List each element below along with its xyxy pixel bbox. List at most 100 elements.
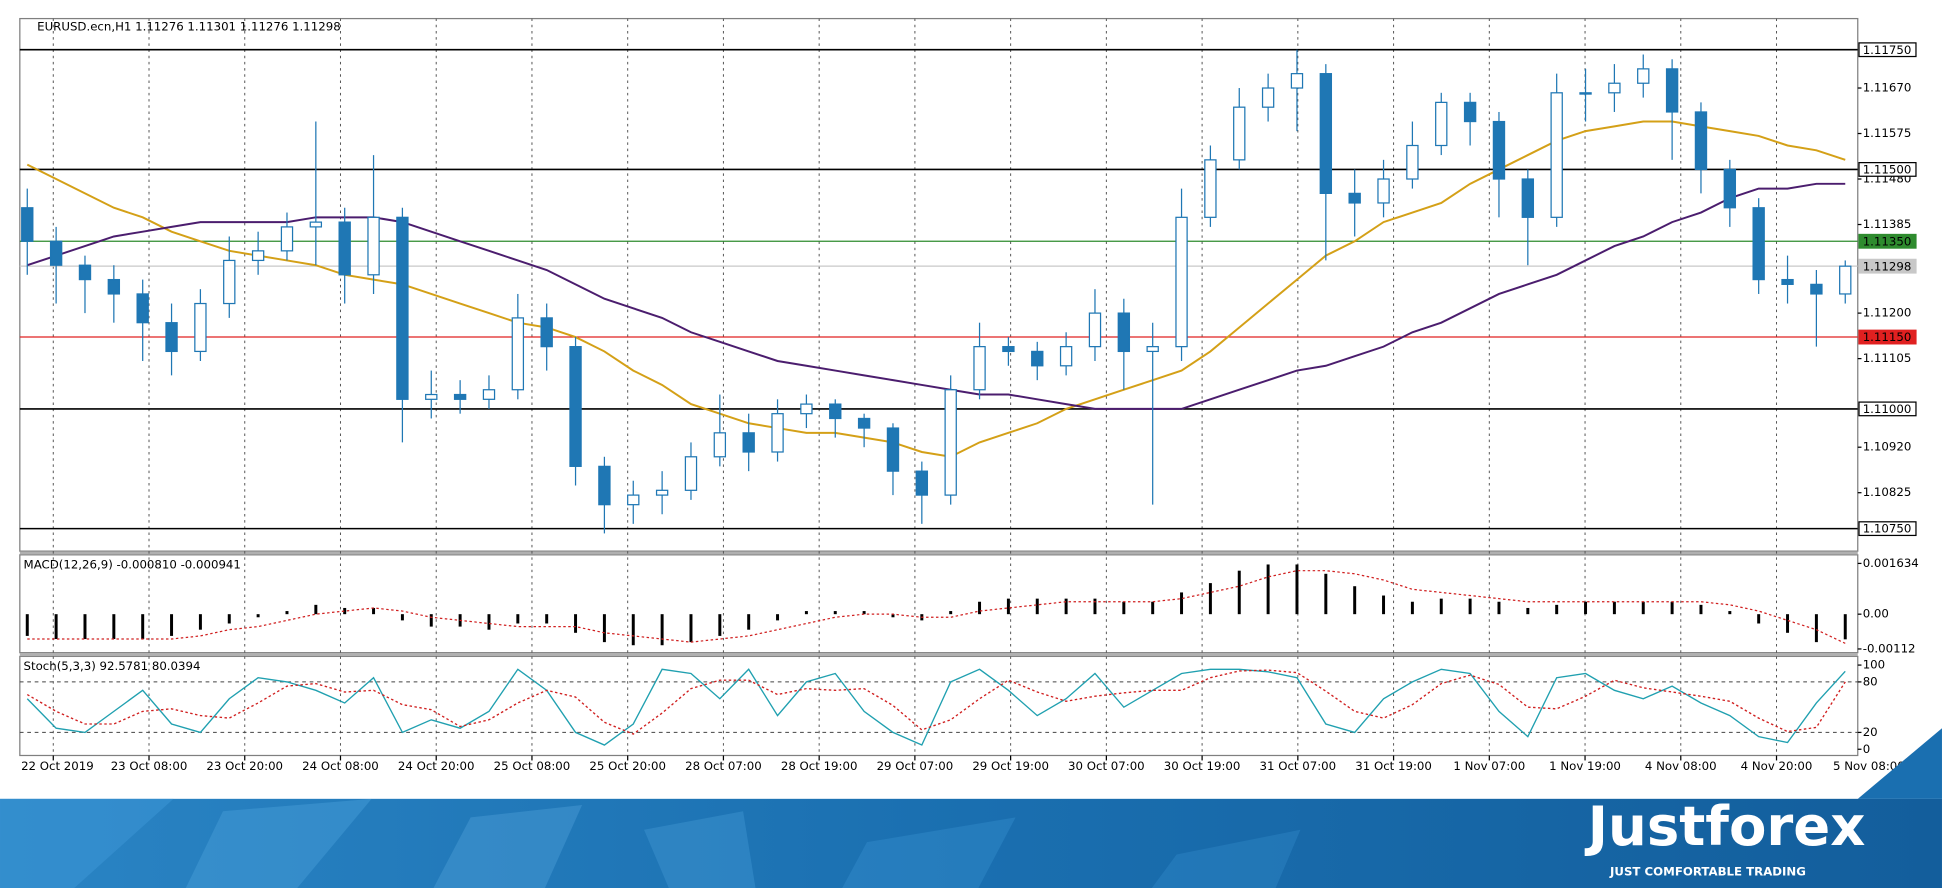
macd-bar [1006,598,1010,615]
candle-body [1088,312,1102,348]
macd-bar [545,614,549,624]
macd-bar [631,614,635,646]
candle-body [78,264,92,281]
x-tick-label: 28 Oct 07:00 [685,759,762,773]
macd-bar [1584,601,1588,615]
banner [0,798,1942,888]
macd-bar [54,614,58,640]
macd-bar [949,611,953,615]
macd-bar [1757,614,1761,624]
x-tick-label: 24 Oct 08:00 [302,759,379,773]
footer-banner: Justforex JUST COMFORTABLE TRADING [0,728,1942,888]
candle-body [1204,159,1217,218]
candle-body [771,413,784,453]
indicator-line [27,570,1846,644]
candle-body [1146,346,1159,353]
candle-body [655,489,669,496]
candle-body [1550,92,1563,218]
pane-frame [19,554,1859,654]
level-label: 1.11500 [1863,163,1912,177]
macd-bar [487,614,491,630]
level-box [1858,258,1917,274]
candle-body [1723,168,1737,209]
candle-body [1175,216,1188,348]
y-tick-label: 0 [1863,742,1870,756]
candle-body [1290,73,1304,89]
macd-bar [862,611,866,615]
candle-body [569,346,582,467]
x-tick-label: 31 Oct 19:00 [1355,759,1432,773]
candle-body [1781,278,1794,285]
y-tick-label: 0.001634 [1863,556,1919,570]
macd-bar [602,614,606,643]
y-tick-label: 80 [1863,674,1878,688]
candle-body [1406,144,1419,180]
pane-frame [19,655,1859,757]
x-tick-label: 25 Oct 08:00 [494,759,571,773]
level-box [1858,401,1917,417]
level-label: 1.10750 [1863,522,1912,536]
macd-bar [804,611,808,615]
candle-body [338,221,351,276]
candle-body [482,389,496,400]
macd-bar [891,614,895,618]
x-tick-label: 1 Nov 19:00 [1549,759,1621,773]
banner-shape [644,811,756,888]
candle-body [1031,350,1044,367]
candle-body [251,250,265,262]
macd-bar [1180,592,1184,615]
candle-body [540,317,553,348]
y-tick-label: 1.10825 [1863,485,1912,499]
macd-bar [429,614,433,627]
macd-bar [1237,570,1241,615]
macd-bar [1208,583,1212,615]
macd-bar [1295,564,1299,615]
x-tick-label: 30 Oct 07:00 [1068,759,1145,773]
macd-bar [833,611,837,615]
y-tick-label: 1.11200 [1863,306,1912,320]
x-tick-label: 23 Oct 08:00 [111,759,188,773]
candle-body [1319,73,1333,195]
candle-body [1752,207,1765,281]
candle-body [800,403,813,415]
candle-body [1435,101,1448,147]
candle-body [194,302,207,353]
x-tick-label: 4 Nov 08:00 [1645,759,1717,773]
macd-bar [689,614,693,643]
candle-body [309,221,323,228]
candle-body [1059,346,1073,367]
y-tick-label: 20 [1863,725,1878,739]
x-tick-label: 29 Oct 07:00 [877,759,954,773]
level-label: 1.11150 [1863,330,1912,344]
candle-body [1261,87,1275,108]
macd-bar [1151,601,1155,615]
macd-bar [747,614,751,630]
macd-bar [1786,614,1790,633]
x-tick-label: 29 Oct 19:00 [972,759,1049,773]
x-tick-label: 1 Nov 07:00 [1453,759,1525,773]
candle-body [396,216,409,400]
banner-shape [1151,829,1301,888]
macd-bar [574,614,578,633]
level-label: 1.11298 [1863,259,1912,273]
macd-bar [718,614,722,636]
macd-bar [1353,586,1357,615]
macd-bar [1324,573,1328,615]
macd-bar [198,614,202,630]
indicator-line [26,668,1846,746]
candle-body [857,417,871,429]
level-box [1858,521,1917,537]
macd-bar [1612,601,1616,615]
candle-body [165,322,178,353]
level-label: 1.11000 [1863,402,1912,416]
indicator-line [26,669,1846,735]
candle-body [1608,82,1621,94]
macd-bar [776,614,780,621]
macd-bar [1699,604,1703,615]
pane-frame [19,17,1859,552]
tagline: JUST COMFORTABLE TRADING [1609,864,1806,878]
chart-title: MACD(12,26,9) -0.000810 -0.000941 [24,557,241,571]
macd-bar [1439,598,1443,615]
macd-bar [1728,611,1732,615]
candle-body [973,346,986,391]
